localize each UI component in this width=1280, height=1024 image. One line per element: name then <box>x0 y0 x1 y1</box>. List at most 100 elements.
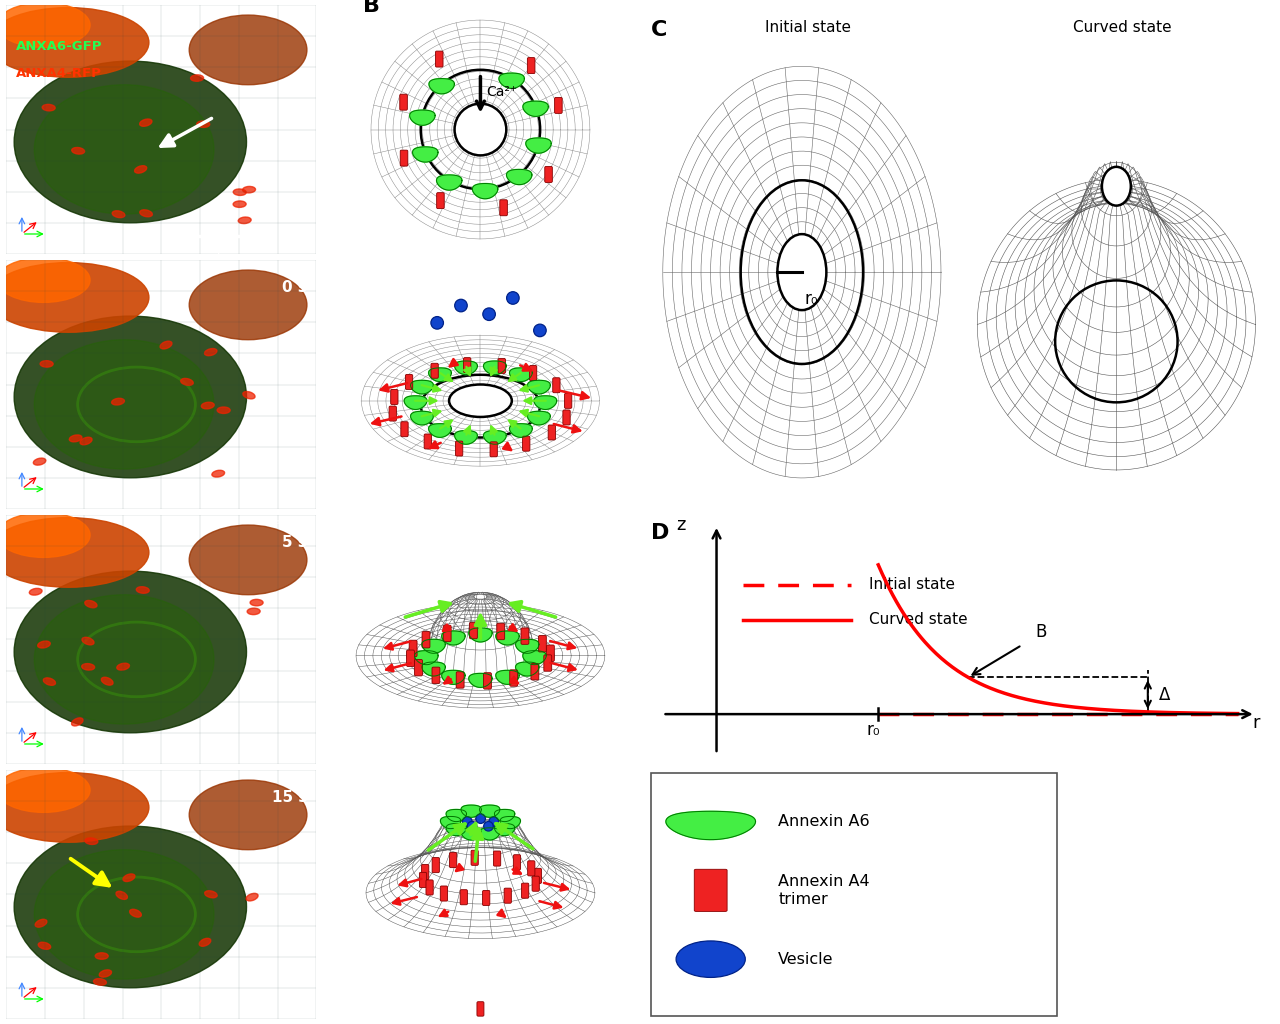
Text: 0 s: 0 s <box>282 280 307 295</box>
Ellipse shape <box>37 641 50 648</box>
Polygon shape <box>484 431 506 444</box>
Ellipse shape <box>116 891 128 899</box>
Circle shape <box>454 103 507 156</box>
Polygon shape <box>495 671 520 684</box>
Polygon shape <box>468 628 492 642</box>
Ellipse shape <box>201 402 214 409</box>
Ellipse shape <box>95 952 109 959</box>
Text: ANXA6-GFP: ANXA6-GFP <box>15 40 102 53</box>
Text: ANXA4-RFP: ANXA4-RFP <box>15 68 101 80</box>
Ellipse shape <box>84 838 97 845</box>
Ellipse shape <box>14 571 247 733</box>
FancyBboxPatch shape <box>406 375 412 389</box>
Ellipse shape <box>101 677 113 685</box>
Text: 0:03:24.703: 0:03:24.703 <box>271 265 314 270</box>
Polygon shape <box>429 368 452 382</box>
FancyBboxPatch shape <box>527 861 535 876</box>
FancyBboxPatch shape <box>652 772 1056 1016</box>
Polygon shape <box>522 650 547 665</box>
Ellipse shape <box>449 384 512 417</box>
Text: Initial state: Initial state <box>765 20 851 35</box>
FancyBboxPatch shape <box>399 94 407 111</box>
Polygon shape <box>524 101 548 117</box>
Text: B: B <box>1036 624 1047 641</box>
Polygon shape <box>534 396 557 410</box>
Ellipse shape <box>72 147 84 154</box>
Ellipse shape <box>140 119 152 126</box>
Polygon shape <box>461 827 481 840</box>
Ellipse shape <box>160 341 172 349</box>
Polygon shape <box>454 431 477 444</box>
FancyBboxPatch shape <box>415 659 422 676</box>
Polygon shape <box>410 110 435 125</box>
Ellipse shape <box>35 85 214 214</box>
Polygon shape <box>442 671 465 684</box>
Text: r: r <box>1252 714 1260 732</box>
Ellipse shape <box>0 3 90 47</box>
Ellipse shape <box>191 75 204 81</box>
Text: Curved state: Curved state <box>869 612 968 627</box>
FancyBboxPatch shape <box>497 624 504 640</box>
Ellipse shape <box>189 525 307 595</box>
Polygon shape <box>494 809 515 821</box>
FancyBboxPatch shape <box>522 436 530 452</box>
FancyBboxPatch shape <box>456 672 465 688</box>
Ellipse shape <box>212 470 224 477</box>
Text: Annexin A6: Annexin A6 <box>778 814 870 829</box>
FancyBboxPatch shape <box>531 664 539 680</box>
Text: Initial state: Initial state <box>869 578 955 592</box>
Polygon shape <box>527 380 550 394</box>
FancyBboxPatch shape <box>547 645 554 662</box>
Polygon shape <box>447 823 466 836</box>
Ellipse shape <box>205 891 218 898</box>
Ellipse shape <box>242 186 256 193</box>
FancyBboxPatch shape <box>521 883 529 898</box>
Polygon shape <box>527 412 550 425</box>
Polygon shape <box>516 639 539 653</box>
Text: z: z <box>676 516 685 535</box>
Text: D: D <box>652 522 669 543</box>
Polygon shape <box>442 631 465 645</box>
Circle shape <box>676 941 745 978</box>
FancyBboxPatch shape <box>389 407 397 421</box>
Polygon shape <box>509 424 532 437</box>
Circle shape <box>534 325 547 337</box>
Polygon shape <box>461 805 481 817</box>
FancyBboxPatch shape <box>504 888 511 903</box>
Circle shape <box>489 817 498 826</box>
Ellipse shape <box>14 61 247 223</box>
FancyBboxPatch shape <box>436 193 444 209</box>
Ellipse shape <box>0 7 148 77</box>
Ellipse shape <box>250 599 264 606</box>
FancyBboxPatch shape <box>449 853 457 867</box>
Text: Vesicle: Vesicle <box>778 951 833 967</box>
Polygon shape <box>415 650 438 665</box>
FancyBboxPatch shape <box>498 358 506 374</box>
Circle shape <box>467 821 477 830</box>
Ellipse shape <box>123 873 134 882</box>
Polygon shape <box>422 663 445 676</box>
Polygon shape <box>468 674 492 687</box>
Ellipse shape <box>111 398 124 406</box>
FancyBboxPatch shape <box>420 872 426 888</box>
FancyBboxPatch shape <box>521 628 529 644</box>
Ellipse shape <box>82 637 93 645</box>
FancyBboxPatch shape <box>527 57 535 74</box>
FancyBboxPatch shape <box>426 880 433 895</box>
Ellipse shape <box>205 348 216 355</box>
Ellipse shape <box>0 768 90 812</box>
Ellipse shape <box>238 217 251 223</box>
Ellipse shape <box>14 826 247 988</box>
Text: 5 s: 5 s <box>282 535 307 550</box>
FancyBboxPatch shape <box>563 410 570 425</box>
Text: 0:03:30.003: 0:03:30.003 <box>271 775 314 780</box>
Ellipse shape <box>35 920 47 927</box>
Ellipse shape <box>35 850 214 979</box>
Text: Ca²⁺: Ca²⁺ <box>486 85 517 98</box>
Ellipse shape <box>33 458 46 465</box>
Polygon shape <box>404 396 428 410</box>
Ellipse shape <box>14 316 247 478</box>
Ellipse shape <box>93 979 106 985</box>
FancyBboxPatch shape <box>545 167 553 182</box>
Ellipse shape <box>116 664 129 670</box>
